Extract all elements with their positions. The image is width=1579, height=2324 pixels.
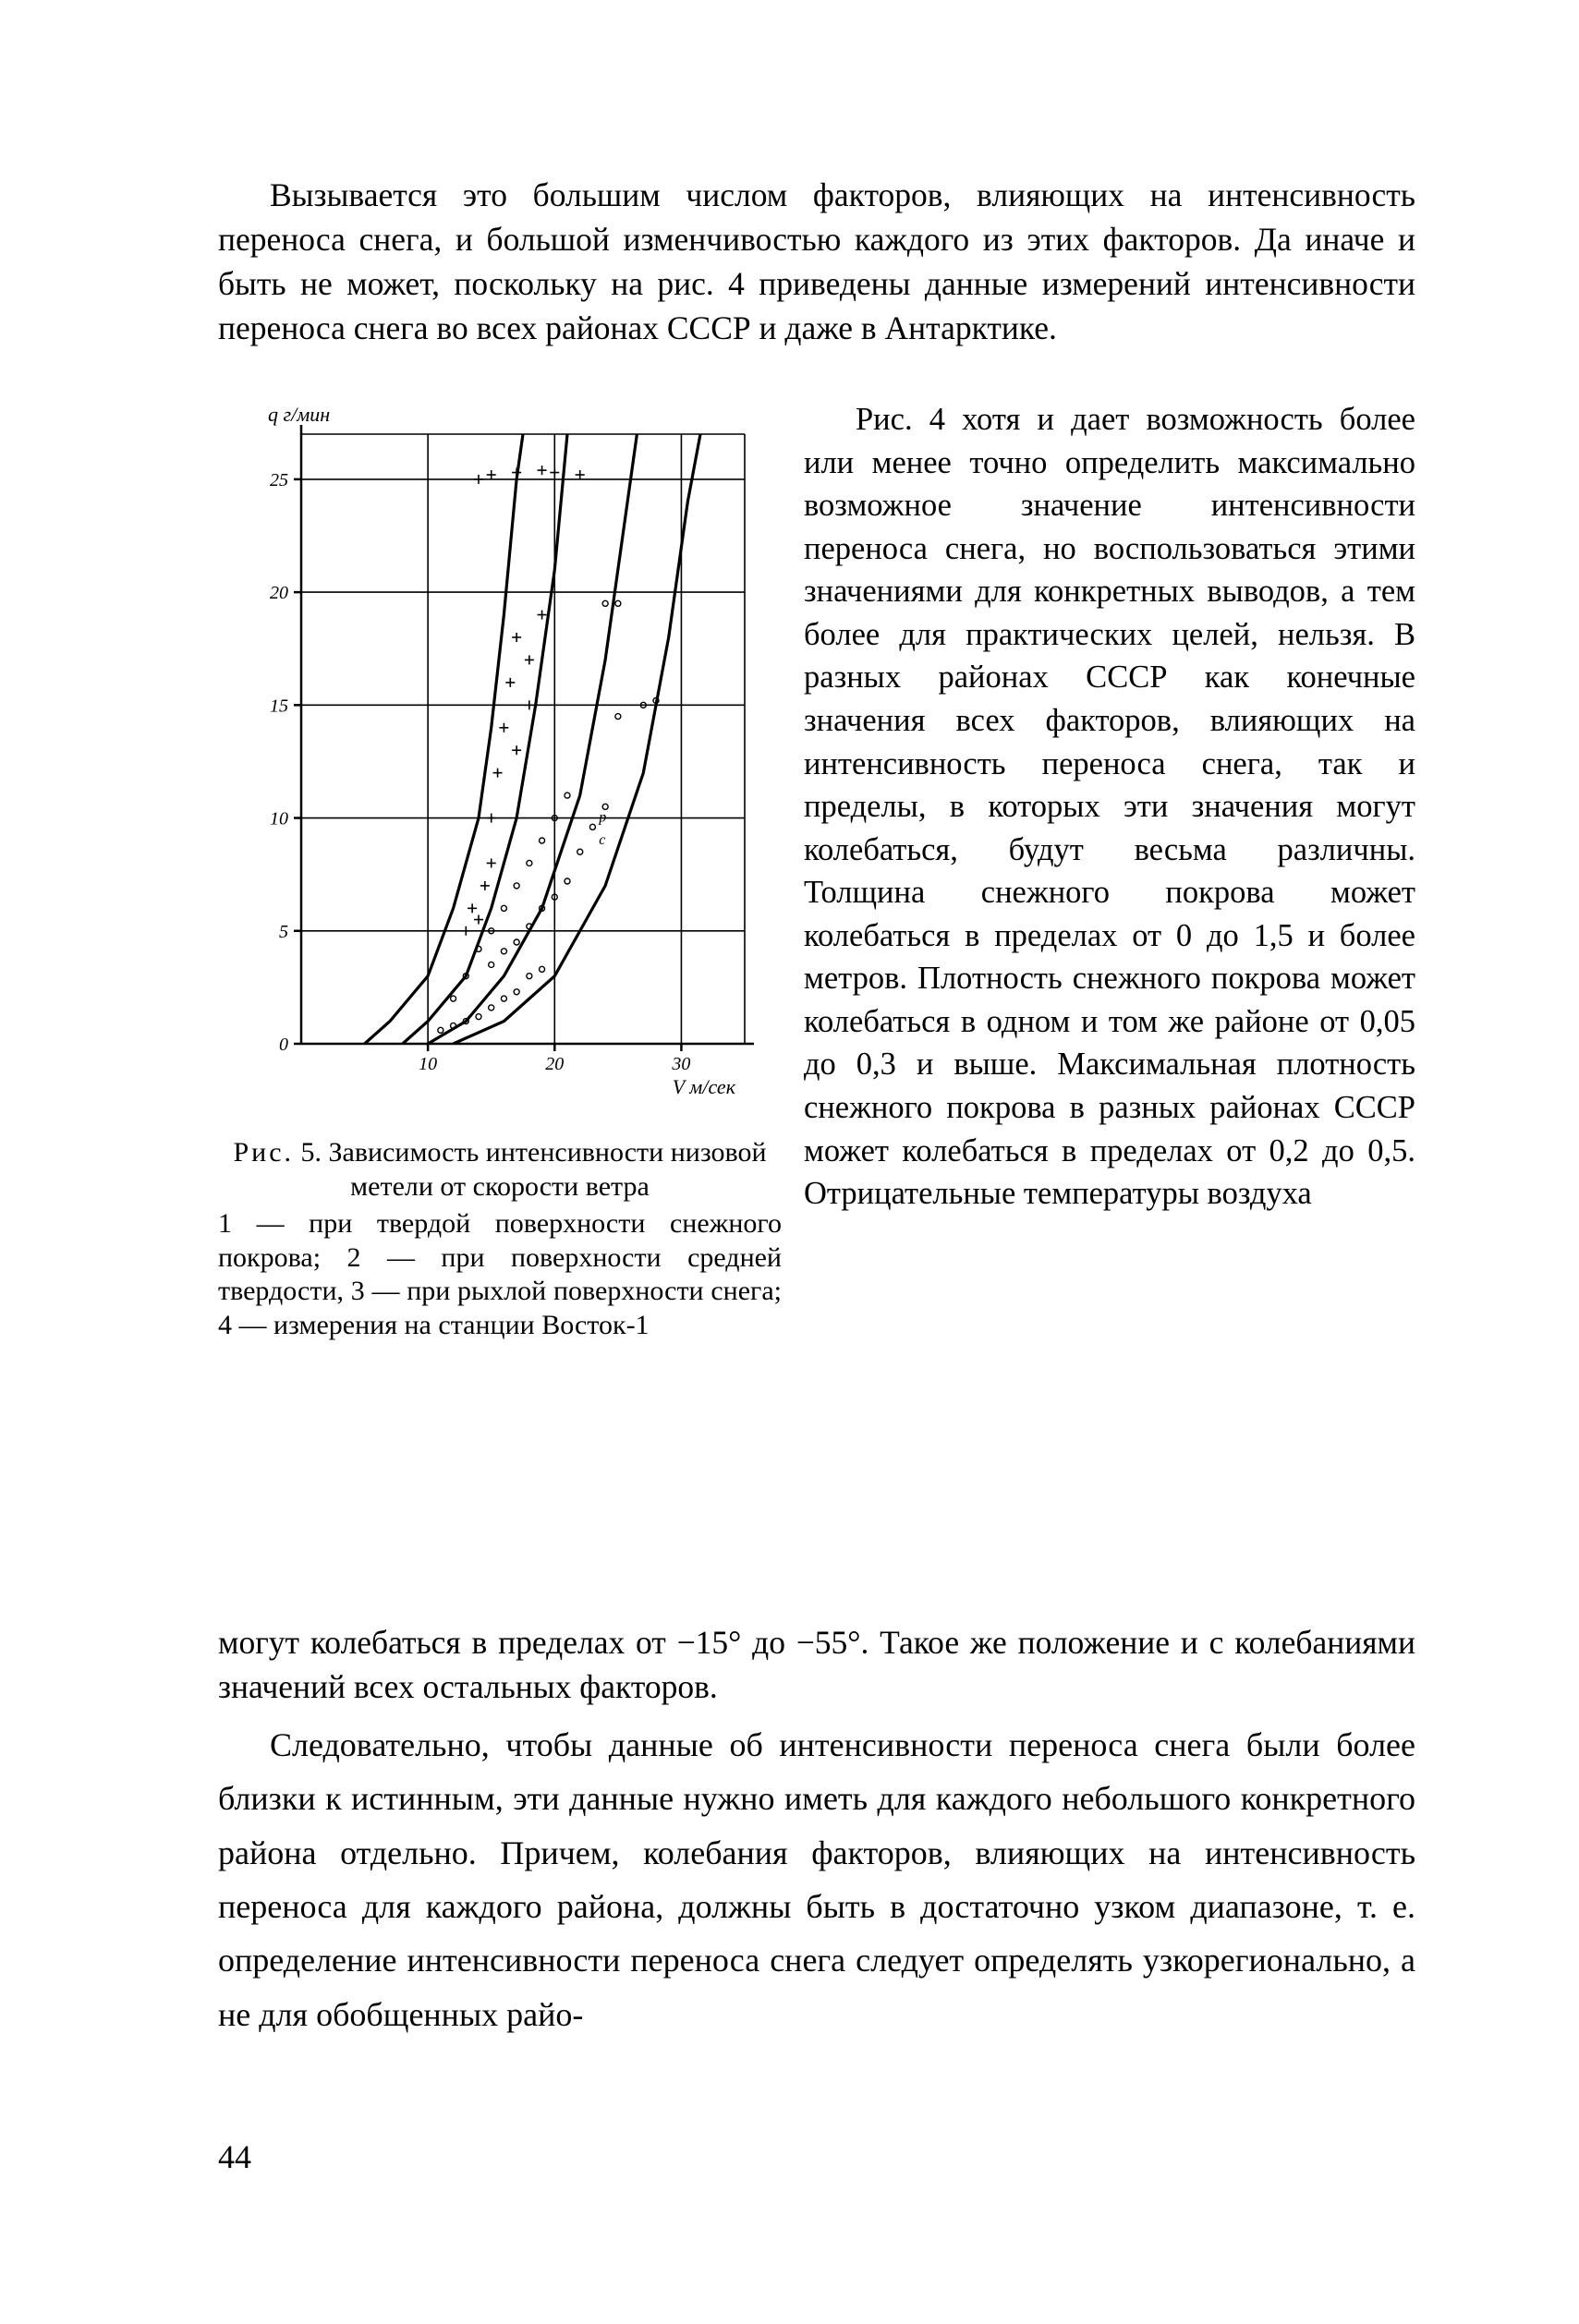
caption-prefix: Рис. xyxy=(233,1137,294,1168)
curve-3 xyxy=(428,434,637,1044)
svg-text:c: c xyxy=(599,832,605,848)
page: Вызывается это большим числом факторов, … xyxy=(0,0,1579,2324)
svg-text:10: 10 xyxy=(270,809,288,829)
curve-1 xyxy=(365,434,523,1044)
caption-legend: 1 — при твердой поверхности снежного пок… xyxy=(218,1207,782,1342)
svg-text:V м/сек: V м/сек xyxy=(673,1075,736,1098)
svg-text:p: p xyxy=(598,810,606,826)
svg-text:25: 25 xyxy=(270,470,288,490)
svg-text:5: 5 xyxy=(279,922,288,942)
svg-text:0: 0 xyxy=(279,1035,288,1055)
svg-text:15: 15 xyxy=(270,696,288,716)
paragraph-conclusion: Следовательно, чтобы данные об интенсивн… xyxy=(218,1718,1415,2041)
svg-text:20: 20 xyxy=(545,1054,564,1074)
chart-svg: 0 5 10 15 20 25 10 20 30 q г/мин V м/сек pc xyxy=(218,397,782,1127)
svg-text:30: 30 xyxy=(671,1054,690,1074)
figure-5-caption: Рис. 5. Зависимость интенсивности низово… xyxy=(218,1136,782,1343)
svg-text:10: 10 xyxy=(419,1054,437,1074)
paragraph-intro: Вызывается это большим числом факторов, … xyxy=(218,174,1415,351)
svg-text:20: 20 xyxy=(270,583,288,603)
paragraph-tail: могут колебаться в пределах от −15° до −… xyxy=(218,1621,1415,1710)
page-number: 44 xyxy=(218,2137,251,2176)
caption-title-rest: 5. Зависимость интенсивности низовой мет… xyxy=(294,1137,766,1202)
svg-text:q г/мин: q г/мин xyxy=(268,403,330,426)
paragraph-rightcol: Рис. 4 хотя и дает возможность более или… xyxy=(804,398,1415,1216)
figure-5: 0 5 10 15 20 25 10 20 30 q г/мин V м/сек pc xyxy=(218,397,782,1127)
